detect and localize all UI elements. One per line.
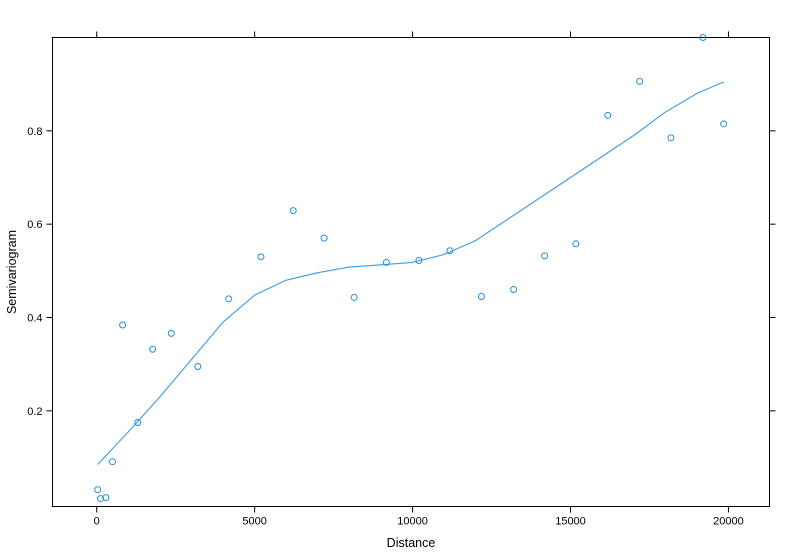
data-point-14	[382, 258, 390, 266]
data-point-5	[134, 419, 142, 426]
data-point-23	[667, 134, 675, 142]
data-point-25	[720, 120, 728, 128]
data-point-0	[94, 486, 102, 494]
data-point-7	[167, 329, 175, 337]
data-point-9	[225, 295, 233, 303]
data-point-13	[350, 293, 358, 301]
smooth-line	[97, 81, 724, 465]
x-tick-label-2: 10000	[397, 516, 428, 528]
data-point-24	[699, 34, 707, 41]
data-point-20	[572, 240, 580, 248]
x-tick-label-1: 5000	[242, 516, 266, 528]
y-tick-label-1: 0.4	[27, 313, 42, 325]
data-point-1	[97, 495, 105, 503]
data-point-6	[149, 345, 157, 353]
data-point-4	[119, 321, 127, 329]
x-axis-title: Distance	[387, 536, 436, 550]
y-tick-label-0: 0.2	[27, 406, 42, 418]
data-point-16	[446, 247, 454, 255]
data-point-10	[257, 253, 265, 261]
y-axis-title: Semivariogram	[5, 230, 19, 314]
data-point-17	[477, 293, 485, 300]
data-point-18	[510, 286, 518, 293]
data-point-8	[194, 363, 202, 370]
y-axis: 0.2 0.4 0.6 0.8	[27, 126, 776, 418]
data-point-2	[102, 494, 110, 502]
y-tick-label-3: 0.8	[27, 126, 42, 138]
data-point-3	[109, 458, 117, 466]
data-point-21	[604, 111, 612, 119]
data-point-11	[289, 207, 297, 215]
data-point-22	[636, 77, 644, 85]
data-point-19	[541, 252, 549, 260]
x-tick-label-4: 20000	[713, 516, 744, 528]
data-point-12	[320, 234, 328, 242]
data-points	[94, 34, 728, 503]
y-tick-label-2: 0.6	[27, 219, 42, 231]
data-point-15	[415, 257, 423, 265]
x-tick-label-0: 0	[94, 516, 100, 528]
plot-frame	[52, 37, 770, 507]
x-tick-label-3: 15000	[555, 516, 586, 528]
x-axis: 0 5000 10000 15000 20000	[94, 31, 744, 528]
